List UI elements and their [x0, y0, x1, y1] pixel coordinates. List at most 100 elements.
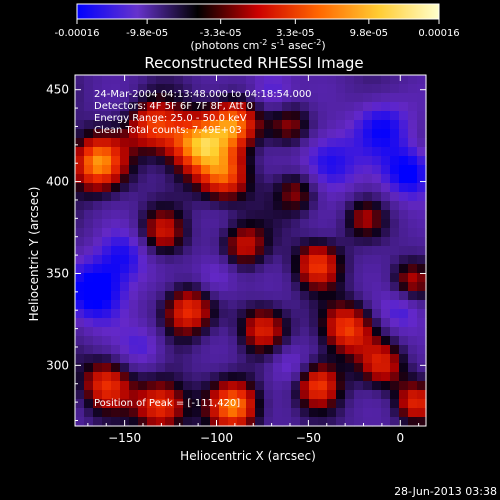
- heatmap-cell: [102, 282, 112, 292]
- heatmap-cell: [246, 417, 256, 427]
- heatmap-cell: [408, 399, 418, 409]
- heatmap-cell: [210, 201, 220, 211]
- heatmap-cell: [345, 147, 355, 157]
- heatmap-cell: [318, 399, 328, 409]
- heatmap-cell: [399, 138, 409, 148]
- heatmap-cell: [246, 192, 256, 202]
- heatmap-cell: [102, 111, 112, 121]
- heatmap-cell: [102, 390, 112, 400]
- heatmap-cell: [282, 111, 292, 121]
- heatmap-cell: [417, 264, 427, 274]
- heatmap-cell: [282, 255, 292, 265]
- heatmap-cell: [264, 399, 274, 409]
- heatmap-cell: [336, 390, 346, 400]
- heatmap-cell: [84, 219, 94, 229]
- heatmap-cell: [291, 183, 301, 193]
- heatmap-cell: [291, 228, 301, 238]
- heatmap-cell: [273, 363, 283, 373]
- heatmap-cell: [336, 75, 346, 85]
- heatmap-cell: [228, 129, 238, 139]
- heatmap-cell: [381, 255, 391, 265]
- heatmap-cell: [84, 390, 94, 400]
- heatmap-cell: [75, 354, 85, 364]
- heatmap-cell: [354, 192, 364, 202]
- heatmap-cell: [399, 336, 409, 346]
- heatmap-cell: [111, 318, 121, 328]
- heatmap-cell: [390, 345, 400, 355]
- heatmap-cell: [165, 273, 175, 283]
- heatmap-cell: [264, 390, 274, 400]
- heatmap-cell: [228, 84, 238, 94]
- heatmap-cell: [282, 381, 292, 391]
- heatmap-cell: [300, 75, 310, 85]
- heatmap-cell: [417, 102, 427, 112]
- heatmap-cell: [192, 84, 202, 94]
- heatmap-cell: [183, 273, 193, 283]
- heatmap-cell: [282, 84, 292, 94]
- heatmap-cell: [165, 93, 175, 103]
- heatmap-cell: [138, 309, 148, 319]
- heatmap-cell: [417, 219, 427, 229]
- heatmap-cell: [156, 147, 166, 157]
- heatmap-cell: [408, 390, 418, 400]
- heatmap-cell: [156, 318, 166, 328]
- heatmap-cell: [372, 75, 382, 85]
- heatmap-cell: [84, 417, 94, 427]
- heatmap-cell: [381, 165, 391, 175]
- heatmap-cell: [336, 201, 346, 211]
- heatmap-cell: [192, 138, 202, 148]
- heatmap-cell: [201, 174, 211, 184]
- heatmap-cell: [120, 138, 130, 148]
- heatmap-cell: [192, 183, 202, 193]
- heatmap-cell: [300, 192, 310, 202]
- heatmap-cell: [417, 291, 427, 301]
- heatmap-cell: [399, 309, 409, 319]
- heatmap-cell: [183, 201, 193, 211]
- heatmap-cell: [336, 147, 346, 157]
- heatmap-cell: [372, 138, 382, 148]
- y-tick-label: 350: [46, 266, 69, 280]
- heatmap-cell: [354, 228, 364, 238]
- heatmap-cell: [309, 264, 319, 274]
- heatmap-cell: [237, 129, 247, 139]
- heatmap-cell: [399, 273, 409, 283]
- heatmap-cell: [309, 84, 319, 94]
- heatmap-cell: [345, 228, 355, 238]
- heatmap-cell: [219, 237, 229, 247]
- heatmap-cell: [237, 84, 247, 94]
- heatmap-cell: [129, 165, 139, 175]
- heatmap-cell: [138, 165, 148, 175]
- heatmap-cell: [147, 228, 157, 238]
- heatmap-cell: [309, 219, 319, 229]
- heatmap-cell: [273, 75, 283, 85]
- heatmap-cell: [399, 102, 409, 112]
- heatmap-cell: [300, 345, 310, 355]
- heatmap-cell: [390, 390, 400, 400]
- heatmap-cell: [363, 84, 373, 94]
- heatmap-cell: [237, 183, 247, 193]
- heatmap-cell: [201, 192, 211, 202]
- heatmap-cell: [192, 192, 202, 202]
- heatmap-cell: [111, 390, 121, 400]
- heatmap-cell: [174, 327, 184, 337]
- heatmap-cell: [147, 318, 157, 328]
- heatmap-cell: [291, 129, 301, 139]
- heatmap-cell: [111, 174, 121, 184]
- heatmap-cell: [408, 264, 418, 274]
- heatmap-cell: [120, 111, 130, 121]
- heatmap-cell: [237, 291, 247, 301]
- heatmap-cell: [138, 84, 148, 94]
- heatmap-cell: [228, 345, 238, 355]
- heatmap-cell: [264, 372, 274, 382]
- heatmap-cell: [120, 201, 130, 211]
- heatmap-cell: [183, 327, 193, 337]
- heatmap-cell: [390, 300, 400, 310]
- heatmap-cell: [327, 345, 337, 355]
- heatmap-cell: [138, 129, 148, 139]
- heatmap-cell: [102, 165, 112, 175]
- colorbar-tick-label: 9.8e-05: [350, 28, 388, 39]
- heatmap-cell: [129, 192, 139, 202]
- heatmap-cell: [336, 300, 346, 310]
- heatmap-cell: [327, 309, 337, 319]
- heatmap-cell: [381, 345, 391, 355]
